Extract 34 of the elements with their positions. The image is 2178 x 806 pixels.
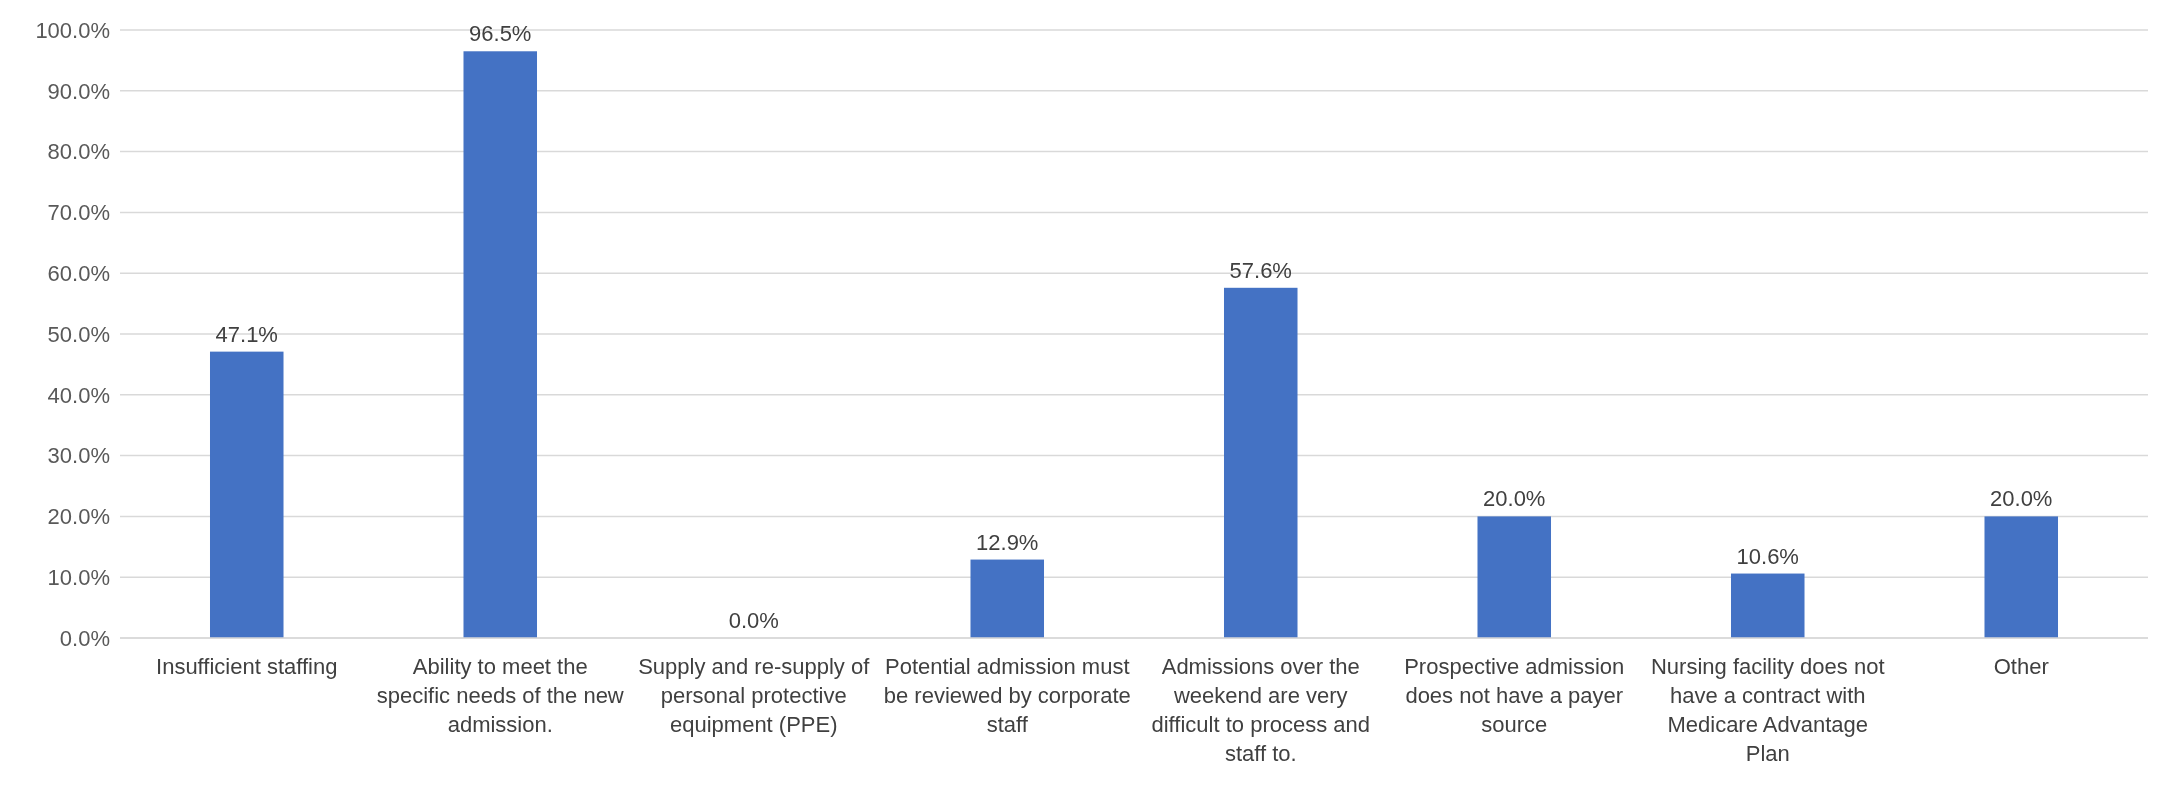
bar [1223,287,1298,638]
data-label: 47.1% [215,321,278,347]
data-label: 10.6% [1736,543,1799,569]
data-label: 96.5% [469,21,532,47]
x-tick-label: Prospective admission does not have a payer source [1404,654,1625,737]
y-tick-label: 50.0% [47,321,110,347]
y-tick-label: 0.0% [59,625,110,651]
x-tick-label: Insufficient staffing [156,654,338,679]
y-tick-label: 10.0% [47,564,110,590]
bar [1477,516,1552,638]
y-tick-label: 30.0% [47,443,110,469]
x-tick-label: Other [1993,654,2049,679]
bar [209,351,284,638]
data-label: 20.0% [1990,486,2053,512]
x-tick-label: Ability to meet the specific needs of the new admission. [376,654,624,737]
y-tick-label: 90.0% [47,78,110,104]
x-tick-label: Potential admission must be reviewed by corporate staff [883,654,1131,737]
x-tick-label: Nursing facility does not have a contract with Medicare Advantage Plan [1650,654,1885,766]
x-tick-label: Admissions over the weekend are very difficult to process and staff to. [1151,654,1370,766]
data-label: 57.6% [1229,257,1292,283]
y-tick-label: 100.0% [35,17,110,43]
bar [463,51,538,638]
bar [970,559,1045,638]
data-label: 12.9% [976,529,1039,555]
y-tick-label: 60.0% [47,260,110,286]
data-label: 20.0% [1483,486,1546,512]
y-tick-label: 80.0% [47,139,110,165]
x-tick-label: Supply and re-supply of personal protective equipment (PPE) [638,654,871,737]
bar [1730,573,1805,638]
data-label: 0.0% [728,608,779,633]
y-tick-label: 40.0% [47,382,110,408]
y-tick-label: 70.0% [47,200,110,226]
bar [1984,516,2059,638]
y-tick-label: 20.0% [47,504,110,530]
